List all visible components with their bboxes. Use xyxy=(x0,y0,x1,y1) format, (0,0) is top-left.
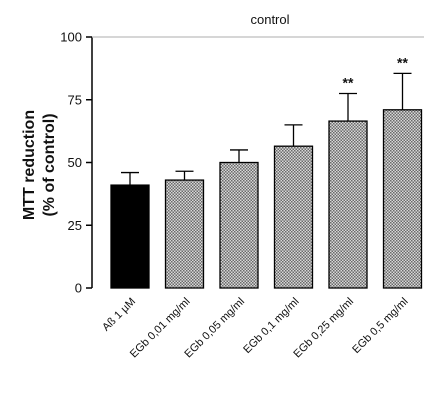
x-category-label: EGb 0,25 mg/ml xyxy=(291,296,356,361)
bar xyxy=(110,184,150,289)
y-axis-title-line: (% of control) xyxy=(41,113,58,216)
y-tick-label: 75 xyxy=(68,92,82,107)
bar xyxy=(382,109,423,289)
y-tick-label: 25 xyxy=(68,218,82,233)
x-category-label: Aß 1 µM xyxy=(100,296,138,334)
y-tick-label: 100 xyxy=(60,30,82,45)
bar xyxy=(219,161,259,289)
reference-label: control xyxy=(250,12,289,27)
significance-marker: ** xyxy=(343,74,354,90)
x-category-label: EGb 0,5 mg/ml xyxy=(350,296,410,356)
y-axis-title-line: MTT reduction xyxy=(21,110,38,220)
significance-marker: ** xyxy=(397,54,408,70)
bar xyxy=(328,120,368,289)
y-axis-title: MTT reduction (% of control) xyxy=(21,110,58,220)
bar xyxy=(273,145,314,289)
bar xyxy=(164,179,205,289)
x-category-label: EGb 0,05 mg/ml xyxy=(182,296,247,361)
y-tick-label: 50 xyxy=(68,155,82,170)
x-category-label: EGb 0,1 mg/ml xyxy=(241,296,301,356)
y-tick-label: 0 xyxy=(75,281,82,296)
